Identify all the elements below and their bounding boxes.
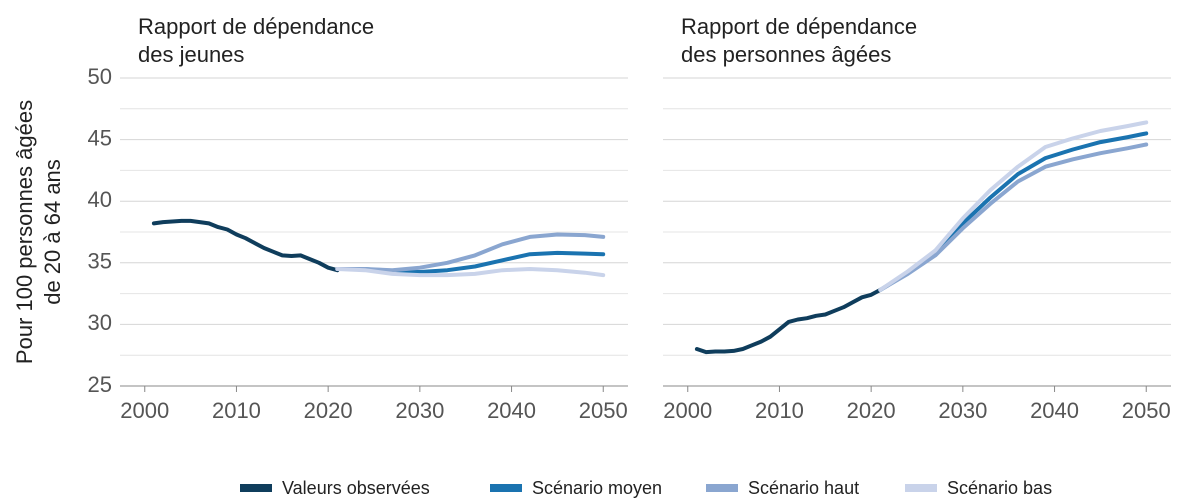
series-line: Scénario bas	[878, 120, 1149, 292]
x-tick-label: 2020	[847, 398, 896, 423]
legend-label: Valeurs observées	[282, 478, 430, 498]
chart-title: des jeunes	[138, 42, 244, 67]
legend-label: Scénario haut	[748, 478, 859, 498]
x-tick-label: 2020	[304, 398, 353, 423]
x-tick-label: 2010	[212, 398, 261, 423]
series-line	[151, 218, 340, 273]
legend-label: Scénario moyen	[532, 478, 662, 498]
legend-swatch	[240, 484, 272, 492]
chart-title: Rapport de dépendance	[138, 14, 374, 39]
legend-label: Scénario bas	[947, 478, 1052, 498]
y-tick-label: 35	[88, 249, 112, 274]
x-tick-label: 2030	[938, 398, 987, 423]
x-tick-label: 2040	[487, 398, 536, 423]
series-line	[335, 267, 606, 278]
y-tick-label: 50	[88, 64, 112, 89]
legend-swatch	[706, 484, 738, 492]
x-tick-label: 2050	[579, 398, 628, 423]
y-tick-label: 25	[88, 372, 112, 397]
y-axis-label: de 20 à 64 ans	[40, 159, 65, 305]
chart-title: Rapport de dépendance	[681, 14, 917, 39]
y-axis-label: Pour 100 personnes âgées	[12, 100, 37, 364]
series-line: Valeurs observées	[694, 287, 883, 355]
x-tick-label: 2040	[1030, 398, 1079, 423]
chart-title: des personnes âgées	[681, 42, 891, 67]
series-line	[335, 232, 606, 273]
y-tick-label: 30	[88, 310, 112, 335]
y-tick-label: 40	[88, 187, 112, 212]
x-tick-label: 2000	[120, 398, 169, 423]
legend-swatch	[905, 484, 937, 492]
x-tick-label: 2000	[663, 398, 712, 423]
series-line: Scénario haut	[878, 142, 1149, 292]
x-tick-label: 2010	[755, 398, 804, 423]
x-tick-label: 2050	[1122, 398, 1171, 423]
y-tick-label: 45	[88, 125, 112, 150]
x-tick-label: 2030	[395, 398, 444, 423]
legend-swatch	[490, 484, 522, 492]
